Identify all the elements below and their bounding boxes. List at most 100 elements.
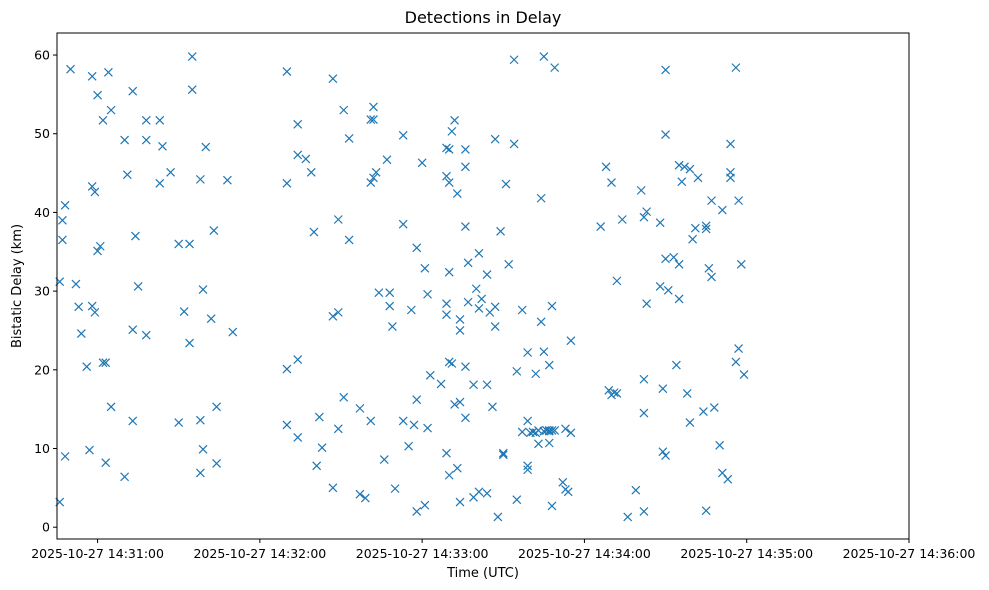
- y-axis-label: Bistatic Delay (km): [10, 224, 25, 348]
- data-point: [477, 294, 487, 304]
- data-point: [690, 223, 700, 233]
- data-point: [617, 215, 627, 224]
- data-point: [604, 385, 614, 395]
- data-point: [688, 234, 698, 244]
- data-point: [106, 105, 116, 115]
- data-point: [558, 477, 568, 487]
- data-point: [639, 507, 649, 516]
- x-tick-label: 2025-10-27 14:36:00: [843, 546, 976, 561]
- data-point: [228, 327, 238, 337]
- data-point: [460, 222, 470, 232]
- data-point: [642, 299, 652, 309]
- data-point: [206, 314, 216, 324]
- data-point: [444, 145, 454, 154]
- data-point: [663, 285, 673, 295]
- data-point: [174, 239, 184, 249]
- data-point: [366, 178, 376, 187]
- x-tick-label: 2025-10-27 14:33:00: [356, 546, 489, 561]
- data-point: [185, 239, 194, 249]
- data-point: [474, 487, 484, 497]
- data-point: [717, 468, 727, 478]
- data-point: [328, 74, 338, 84]
- data-point: [490, 322, 500, 331]
- data-point: [76, 329, 86, 339]
- data-point: [734, 196, 744, 206]
- data-point: [195, 468, 205, 478]
- data-point: [420, 500, 430, 510]
- data-point: [460, 413, 470, 423]
- data-point: [460, 162, 470, 172]
- data-point: [561, 424, 570, 434]
- x-tick-label: 2025-10-27 14:32:00: [193, 546, 326, 561]
- data-point: [141, 330, 151, 340]
- data-point: [607, 178, 616, 187]
- data-point: [398, 416, 408, 426]
- data-point: [174, 418, 184, 427]
- data-point: [623, 512, 633, 522]
- data-point: [444, 357, 454, 367]
- data-point: [339, 105, 349, 115]
- data-point: [528, 427, 538, 437]
- data-point: [122, 170, 132, 180]
- data-point: [57, 215, 67, 225]
- data-point: [133, 281, 143, 291]
- data-point: [488, 402, 497, 412]
- data-point: [74, 302, 84, 312]
- data-point: [669, 252, 679, 262]
- data-point: [222, 175, 232, 185]
- data-point: [155, 178, 165, 188]
- data-point: [101, 358, 111, 368]
- data-point: [87, 301, 97, 311]
- y-tick-label: 20: [34, 362, 50, 377]
- data-point: [420, 263, 430, 273]
- data-point: [442, 171, 451, 181]
- data-point: [544, 360, 554, 370]
- data-point: [404, 441, 414, 451]
- data-point: [655, 281, 665, 291]
- data-point: [406, 305, 416, 315]
- data-point: [85, 445, 94, 455]
- y-tick-label: 40: [34, 205, 50, 220]
- x-tick-label: 2025-10-27 14:34:00: [518, 546, 651, 561]
- data-point: [293, 355, 303, 365]
- x-tick-label: 2025-10-27 14:31:00: [31, 546, 164, 561]
- data-point: [536, 317, 546, 327]
- data-point: [704, 263, 714, 273]
- data-point: [658, 384, 668, 394]
- data-point: [534, 439, 543, 449]
- data-point: [90, 307, 100, 317]
- data-point: [726, 139, 735, 149]
- data-point: [471, 284, 481, 294]
- data-point: [444, 267, 454, 277]
- data-point: [209, 226, 219, 235]
- data-point: [731, 357, 741, 367]
- x-axis: 2025-10-27 14:31:00 2025-10-27 14:32:00 20…: [31, 539, 975, 561]
- data-point: [412, 507, 422, 516]
- data-point: [166, 167, 176, 177]
- data-point: [82, 362, 92, 372]
- data-point: [642, 207, 652, 217]
- data-point: [463, 258, 473, 268]
- plot-frame: [56, 32, 910, 540]
- data-point: [450, 400, 460, 409]
- data-point: [355, 403, 365, 413]
- data-point: [60, 451, 70, 461]
- data-points: [55, 52, 749, 522]
- data-point: [455, 497, 465, 507]
- data-point: [344, 235, 354, 245]
- data-point: [198, 444, 208, 454]
- data-point: [493, 512, 503, 522]
- data-point: [366, 115, 376, 124]
- data-point: [333, 424, 343, 434]
- data-point: [523, 461, 533, 471]
- data-point: [455, 397, 465, 407]
- data-point: [693, 173, 703, 183]
- data-point: [371, 167, 381, 177]
- data-point: [141, 115, 151, 125]
- data-point: [674, 160, 684, 170]
- data-point: [198, 285, 208, 294]
- data-point: [293, 150, 303, 160]
- data-point: [482, 380, 492, 390]
- data-point: [631, 485, 641, 495]
- data-point: [212, 402, 222, 412]
